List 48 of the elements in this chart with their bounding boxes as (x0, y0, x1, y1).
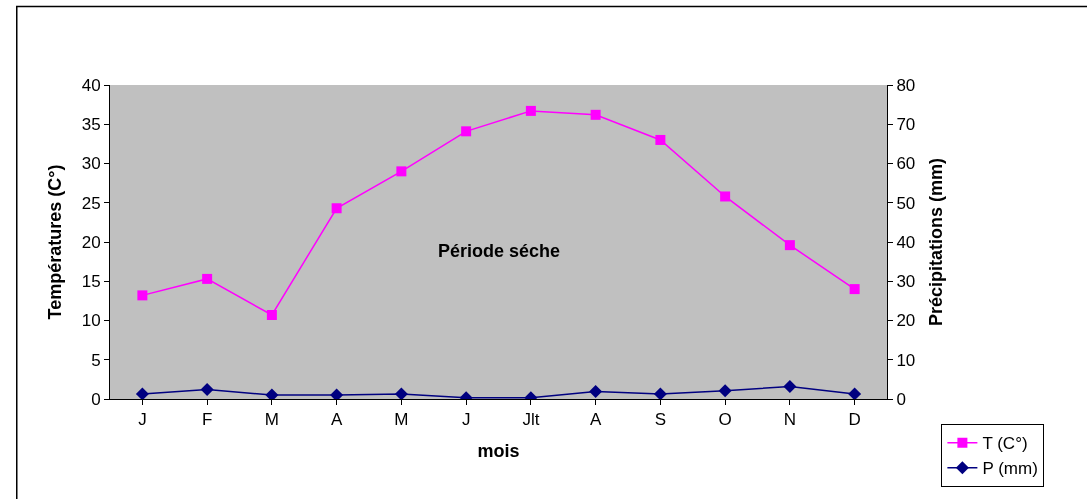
y2-tick-label: 50 (896, 193, 916, 213)
x-tick-label: Jlt (522, 410, 540, 430)
x-tick-label: S (654, 410, 667, 430)
point (655, 134, 666, 145)
x-tick-label: A (589, 410, 602, 430)
point (720, 191, 731, 202)
x-tick-label: A (330, 410, 343, 430)
x-tick-label: D (848, 410, 861, 430)
point (590, 109, 601, 120)
y2-tick-label: 40 (896, 232, 916, 252)
x-tick-label: J (461, 410, 471, 430)
y2-tick-label: 0 (896, 389, 906, 409)
y2-tick-label: 60 (896, 154, 916, 174)
point (266, 310, 277, 321)
legend-label: P (mm) (982, 459, 1038, 479)
point (202, 273, 213, 284)
x-tick-label: M (264, 410, 279, 430)
y2-tick-label: 30 (896, 272, 916, 292)
y-tick-label: 15 (81, 272, 101, 292)
y2-axis-title: Précipitations (mm) (926, 157, 947, 327)
point (849, 284, 860, 295)
x-tick-label: N (783, 410, 797, 430)
y-tick-label: 25 (81, 193, 101, 213)
y-tick-label: 40 (81, 75, 101, 95)
y-tick-label: 5 (91, 350, 101, 370)
y2-tick-label: 10 (896, 350, 916, 370)
x-tick-label: J (138, 410, 147, 430)
annotation: Période séche (438, 241, 561, 261)
y-tick-label: 35 (81, 115, 101, 135)
point (396, 166, 407, 177)
y-axis-title: Températures (C°) (44, 164, 65, 320)
point (461, 126, 472, 137)
x-tick-label: O (718, 410, 732, 430)
y-tick-label: 10 (81, 311, 101, 331)
point (331, 203, 342, 214)
x-axis-title: mois (477, 440, 520, 461)
y-tick-label: 20 (81, 232, 101, 252)
x-tick-label: M (394, 410, 409, 430)
point (525, 105, 536, 116)
y-tick-label: 0 (91, 389, 101, 409)
point (784, 240, 795, 251)
y2-tick-label: 20 (896, 311, 916, 331)
y-tick-label: 30 (81, 154, 101, 174)
x-tick-label: F (201, 410, 213, 430)
legend-label: T (C°) (982, 434, 1028, 454)
y2-tick-label: 80 (896, 75, 916, 95)
y2-tick-label: 70 (896, 115, 916, 135)
point (137, 290, 148, 301)
